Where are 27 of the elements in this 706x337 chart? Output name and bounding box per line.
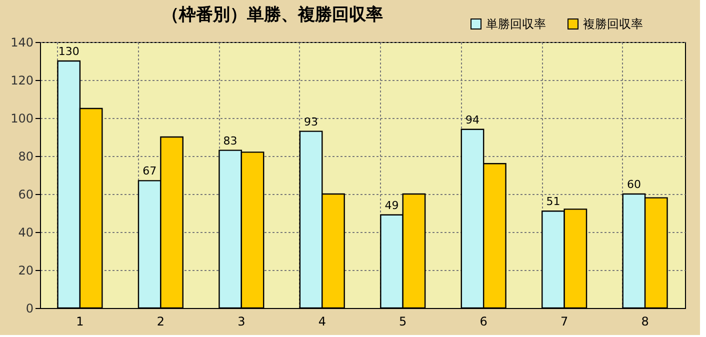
y-tick-label: 0 [26,302,34,316]
x-tick-label: 8 [641,314,649,328]
data-label: 130 [58,45,80,58]
data-label: 60 [626,178,641,191]
data-label: 67 [142,164,157,178]
x-tick-label: 6 [480,314,488,328]
legend-label: 単勝回収率 [486,17,546,31]
data-label: 51 [546,195,560,208]
y-tick-label: 120 [10,74,34,88]
data-label: 83 [223,134,238,148]
y-tick-label: 140 [10,36,34,50]
y-tick-label: 60 [18,188,34,202]
chart-title: （枠番別）単勝、複勝回収率 [162,5,383,25]
x-tick-label: 4 [318,314,326,328]
x-tick-label: 3 [238,314,246,328]
legend-label: 複勝回収率 [583,17,643,31]
y-tick-label: 40 [18,226,34,240]
y-tick-label: 100 [10,112,34,126]
x-tick-label: 1 [76,314,84,328]
y-tick-label: 20 [18,264,34,278]
y-tick-label: 80 [18,150,34,164]
x-tick-label: 5 [399,314,407,328]
x-tick-label: 7 [560,314,568,328]
data-label: 49 [384,198,399,212]
x-tick-label: 2 [156,314,165,328]
data-label: 93 [304,115,318,128]
data-label: 94 [465,113,480,126]
